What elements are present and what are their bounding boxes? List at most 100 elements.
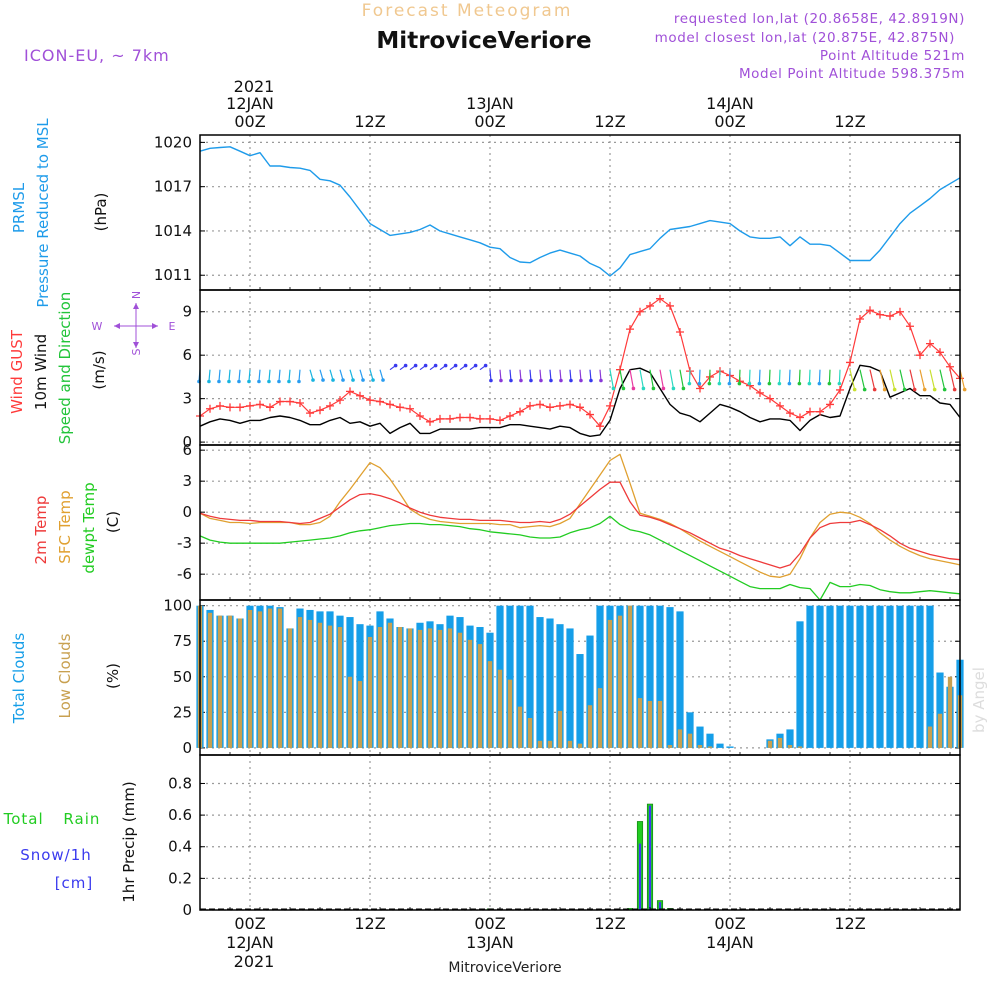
wind-direction-arrowhead: [892, 387, 897, 392]
wind-direction-arrowhead: [287, 379, 291, 384]
gust-marker: [676, 328, 684, 337]
wind-direction-arrow: [728, 369, 731, 384]
top-date-label: 14JAN: [706, 94, 754, 113]
panel-precip: 0 0.2 0.4 0.6 0.8: [168, 754, 961, 919]
total-clouds-label: Total Clouds: [10, 633, 28, 725]
gust-marker: [826, 400, 834, 409]
total-cloud-bar: [546, 618, 554, 748]
wind-direction-arrow: [899, 369, 906, 390]
wind-direction-arrow: [909, 369, 916, 390]
gust-marker: [526, 401, 534, 410]
total-cloud-bar: [536, 617, 544, 748]
low-cloud-bar: [467, 639, 473, 748]
low-cloud-bar: [627, 605, 633, 748]
model-name: ICON-EU, ~ 7km: [24, 46, 170, 65]
snow-unit-label: [cm]: [55, 874, 94, 892]
wind-direction-arrow: [519, 369, 522, 381]
compass-n: N: [130, 291, 143, 299]
bottom-tick-label: 00Z: [474, 914, 505, 933]
gust-marker: [286, 397, 294, 406]
low-cloud-bar: [347, 676, 353, 748]
wind-direction-arrow: [798, 369, 801, 384]
total-cloud-bar: [686, 712, 694, 748]
wind-direction-arrow: [738, 369, 741, 384]
wind-direction-arrow: [248, 369, 251, 382]
y-tick-label: 1011: [154, 266, 192, 284]
top-tick-label: 12Z: [834, 112, 865, 131]
low-cloud-bar: [337, 627, 343, 748]
top-tick-label: 00Z: [234, 112, 265, 131]
wind-direction-arrowhead: [559, 378, 563, 383]
wind-direction-arrowhead: [297, 379, 301, 384]
wind-direction-arrowhead: [717, 381, 722, 386]
wind-direction-arrowhead: [837, 381, 842, 386]
wind-direction-arrow: [559, 369, 562, 381]
gust-marker: [356, 391, 364, 400]
y-tick-label: 1014: [154, 222, 192, 240]
total-cloud-bar: [696, 726, 704, 748]
wind-direction-arrow: [768, 369, 771, 384]
snow-bar: [658, 902, 662, 910]
closest-coords: model closest lon,lat (20.875E, 42.875N): [655, 30, 955, 46]
temp-2m-line: [199, 481, 961, 569]
gust-marker: [436, 414, 444, 423]
top-tick-label: 00Z: [474, 112, 505, 131]
low-cloud-bar: [787, 745, 793, 748]
low-cloud-bar: [707, 746, 713, 748]
low-cloud-bar: [567, 740, 573, 748]
total-cloud-bar: [556, 624, 564, 748]
y-tick-label: 0: [182, 739, 192, 757]
wind-direction-arrowhead: [341, 378, 345, 382]
wind-direction-arrowhead: [942, 387, 947, 392]
low-cloud-bar: [287, 628, 293, 748]
top-tick-label: 12Z: [594, 112, 625, 131]
total-cloud-bar: [636, 605, 644, 748]
wind-direction-arrow: [329, 369, 334, 381]
low-cloud-bar: [497, 669, 503, 748]
gust-marker: [506, 412, 514, 421]
gust-marker: [896, 307, 904, 316]
bottom-date-label: 13JAN: [466, 933, 514, 952]
wind-direction-arrow: [238, 369, 241, 382]
y-tick-label: 0: [182, 433, 192, 451]
wind-direction-arrowhead: [453, 363, 458, 368]
low-cloud-bar: [597, 688, 603, 748]
low-cloud-bar: [267, 608, 273, 748]
wind-direction-arrowhead: [509, 378, 513, 383]
wind-direction-arrow: [788, 369, 791, 384]
wind-direction-arrow: [319, 369, 324, 381]
snow-bar: [648, 805, 652, 910]
pressure-unit: (hPa): [92, 193, 110, 232]
gust-marker: [596, 422, 604, 431]
wind-direction-arrowhead: [331, 378, 335, 382]
wind-direction-arrowhead: [257, 379, 261, 384]
wind-direction-arrow: [939, 369, 946, 390]
gust-label: Wind GUST: [8, 329, 26, 414]
wind-direction-arrow: [959, 369, 966, 390]
low-cloud-bar: [407, 628, 413, 748]
gust-marker: [466, 413, 474, 422]
gust-marker: [866, 306, 874, 315]
panel-pressure: 1011 1014 1017 1020: [154, 133, 961, 291]
total-cloud-bar: [726, 746, 734, 748]
total-cloud-bar: [856, 605, 864, 748]
wind-direction-arrow: [258, 369, 261, 382]
low-clouds-label: Low Clouds: [56, 633, 74, 718]
low-cloud-bar: [677, 729, 683, 748]
gust-marker: [256, 400, 264, 409]
gust-marker: [856, 314, 864, 323]
y-tick-label: 100: [163, 597, 192, 615]
wind-direction-arrowhead: [549, 378, 553, 383]
wind-direction-arrow: [869, 369, 876, 390]
total-cloud-bar: [716, 743, 724, 748]
gust-marker: [646, 301, 654, 310]
gust-marker: [486, 414, 494, 423]
panel-temperature: -6 -3 0 3 6: [177, 441, 961, 601]
gust-marker: [576, 403, 584, 412]
total-cloud-bar: [836, 605, 844, 748]
wind-direction-arrowhead: [737, 381, 742, 386]
y-tick-label: -6: [177, 565, 192, 583]
wind-direction-arrowhead: [227, 379, 231, 384]
